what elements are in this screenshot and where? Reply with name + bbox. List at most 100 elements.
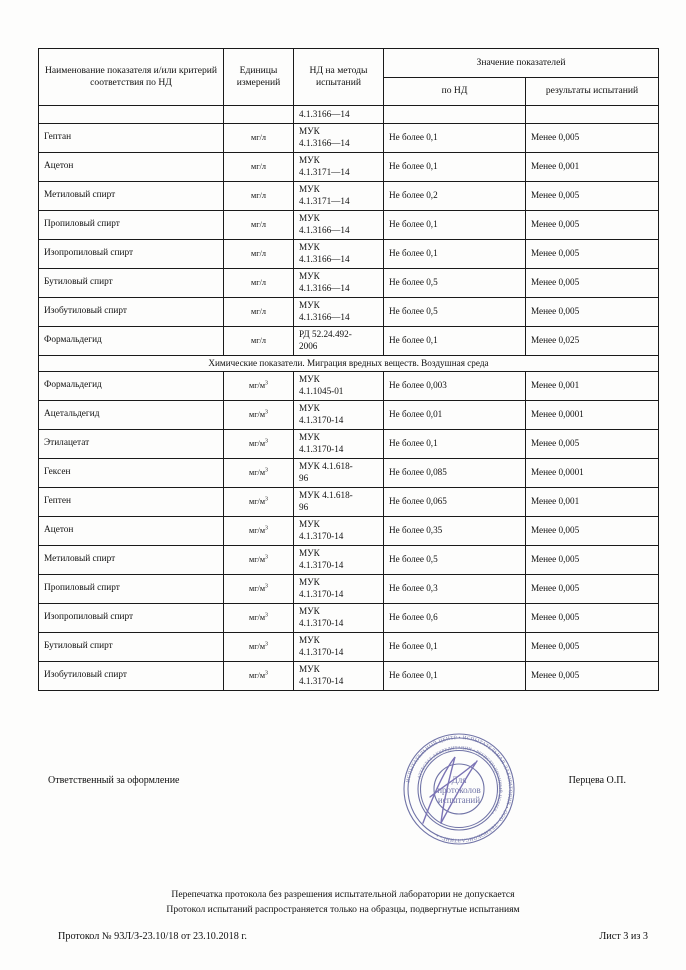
cell-test-result: Менее 0,005 [525,297,659,327]
cell-indicator-name: Ацетальдегид [38,400,224,430]
cell-norm-value: Не более 0,35 [383,516,526,546]
cell-indicator-name: Изопропиловый спирт [38,603,224,633]
cell-indicator-name: Ацетон [38,152,224,182]
cell-test-result: Менее 0,005 [525,123,659,153]
cell-indicator-name: Этилацетат [38,429,224,459]
cell-units: мг/м3 [223,429,294,459]
nd-line: 4.1.3171—14 [299,196,350,206]
cell-norm-value: Не более 0,1 [383,210,526,240]
header-col-norm: по НД [383,76,526,106]
table-row: Изобутиловый спирт мг/л МУК 4.1.3166—14 Не б… [38,297,659,327]
cell-indicator-name: Бутиловый спирт [38,268,224,298]
svg-text:ИСПЫТАТЕЛЬНЫЙ ЦЕНТР • ИСПЫТАТЕ: ИСПЫТАТЕЛЬНЫЙ ЦЕНТР • ИСПЫТАТЕЛЬНАЯ ЛАБО… [405,735,513,843]
cell-norm-value: Не более 0,5 [383,545,526,575]
cell-units: мг/л [223,210,294,240]
cell-norm-value: Не более 0,01 [383,400,526,430]
cell-test-result: Менее 0,005 [525,661,659,691]
cell-indicator-name: Метиловый спирт [38,545,224,575]
results-table-container: Наименование показателя и/или критерий с… [38,48,659,691]
footer-notes: Перепечатка протокола без разрешения исп… [0,888,686,918]
signature-person-name: Перцева О.П. [568,775,626,786]
cell-nd-method: МУК 4.1.3166—14 [293,210,384,240]
cell-indicator-name: Гексен [38,458,224,488]
cell-units: мг/м3 [223,487,294,517]
cell-units: мг/л [223,239,294,269]
cell-nd-method: МУК 4.1.3166—14 [293,297,384,327]
nd-line: 96 [299,473,309,483]
cell-units: мг/л [223,123,294,153]
nd-line: МУК 4.1.618- [299,490,353,501]
nd-line: 4.1.3170-14 [299,647,344,657]
nd-line: РД 52.24.492- [299,329,352,340]
nd-line: 4.1.3170-14 [299,676,344,686]
nd-line: МУК [299,126,320,137]
table-section-divider: Химические показатели. Миграция вредных … [38,355,659,372]
table-row: Бутиловый спирт мг/л МУК 4.1.3166—14 Не боле… [38,268,659,298]
table-row: Ацетон мг/л МУК 4.1.3171—14 Не более 0,1 Мене… [38,152,659,182]
round-stamp-icon: ИСПЫТАТЕЛЬНЫЙ ЦЕНТР • ИСПЫТАТЕЛЬНАЯ ЛАБО… [397,727,521,851]
cell-indicator-name [38,105,224,124]
cell-indicator-name: Ацетон [38,516,224,546]
cell-units: мг/м3 [223,661,294,691]
nd-line: 4.1.3166—14 [299,283,350,293]
cell-norm-value: Не более 0,085 [383,458,526,488]
cell-norm-value: Не более 0,5 [383,297,526,327]
cell-units: мг/м3 [223,603,294,633]
cell-indicator-name: Изобутиловый спирт [38,661,224,691]
cell-norm-value: Не более 0,1 [383,152,526,182]
nd-line: МУК [299,155,320,166]
nd-line: 4.1.3170-14 [299,618,344,628]
table-row-continuation: 4.1.3166—14 [38,105,659,124]
cell-units: мг/м3 [223,632,294,662]
cell-test-result: Менее 0,001 [525,152,659,182]
footer-note-2: Протокол испытаний распространяется толь… [166,903,520,915]
cell-nd-method: 4.1.3166—14 [293,105,384,124]
header-col-nd: НД на методы испытаний [293,48,384,106]
cell-units: мг/л [223,152,294,182]
svg-text:протоколов: протоколов [437,785,481,795]
cell-test-result: Менее 0,005 [525,210,659,240]
cell-test-result: Менее 0,025 [525,326,659,356]
table-row: Изобутиловый спирт мг/м3 МУК 4.1.3170-14 Не … [38,661,659,691]
table-header-row-1: Наименование показателя и/или критерий с… [38,48,659,106]
results-table: Наименование показателя и/или критерий с… [38,48,659,691]
cell-norm-value [383,105,526,124]
nd-line: 4.1.3170-14 [299,589,344,599]
cell-test-result: Менее 0,005 [525,603,659,633]
table-row: Этилацетат мг/м3 МУК 4.1.3170-14 Не более 0,… [38,429,659,459]
table-body: 4.1.3166—14 Гептан мг/л МУК 4.1.3166—14 Не б… [38,105,659,691]
footer-bottom: Протокол № 93Л/З-23.10/18 от 23.10.2018 … [58,931,648,942]
cell-norm-value: Не более 0,1 [383,429,526,459]
cell-norm-value: Не более 0,1 [383,239,526,269]
cell-indicator-name: Бутиловый спирт [38,632,224,662]
nd-line: 4.1.3171—14 [299,167,350,177]
protocol-reference: Протокол № 93Л/З-23.10/18 от 23.10.2018 … [58,931,247,942]
cell-indicator-name: Формальдегид [38,371,224,401]
cell-indicator-name: Формальдегид [38,326,224,356]
table-row: Гептан мг/л МУК 4.1.3166—14 Не более 0,1 Мене… [38,123,659,153]
cell-norm-value: Не более 0,1 [383,632,526,662]
cell-norm-value: Не более 0,1 [383,123,526,153]
table-row: Гексен мг/м3 МУК 4.1.618- 96 Не более 0,085 М… [38,458,659,488]
cell-units: мг/м3 [223,371,294,401]
nd-line: МУК 4.1.618- [299,461,353,472]
nd-line: МУК [299,184,320,195]
cell-units: мг/л [223,297,294,327]
cell-nd-method: МУК 4.1.3166—14 [293,239,384,269]
cell-test-result: Менее 0,0001 [525,458,659,488]
cell-norm-value: Не более 0,065 [383,487,526,517]
table-row: Гептен мг/м3 МУК 4.1.618- 96 Не более 0,065 М… [38,487,659,517]
nd-line: 4.1.3166—14 [299,138,350,148]
nd-line: МУК [299,271,320,282]
cell-nd-method: МУК 4.1.3170-14 [293,661,384,691]
nd-line: МУК [299,548,320,559]
nd-line: 4.1.3170-14 [299,531,344,541]
nd-line: 4.1.3166—14 [299,225,350,235]
cell-test-result: Менее 0,001 [525,487,659,517]
header-col-values-group: Значение показателей [383,48,659,78]
table-row: Ацетон мг/м3 МУК 4.1.3170-14 Не более 0,35 Ме… [38,516,659,546]
cell-indicator-name: Гептан [38,123,224,153]
cell-test-result: Менее 0,001 [525,371,659,401]
cell-test-result: Менее 0,005 [525,574,659,604]
table-row: Метиловый спирт мг/л МУК 4.1.3171—14 Не боле… [38,181,659,211]
